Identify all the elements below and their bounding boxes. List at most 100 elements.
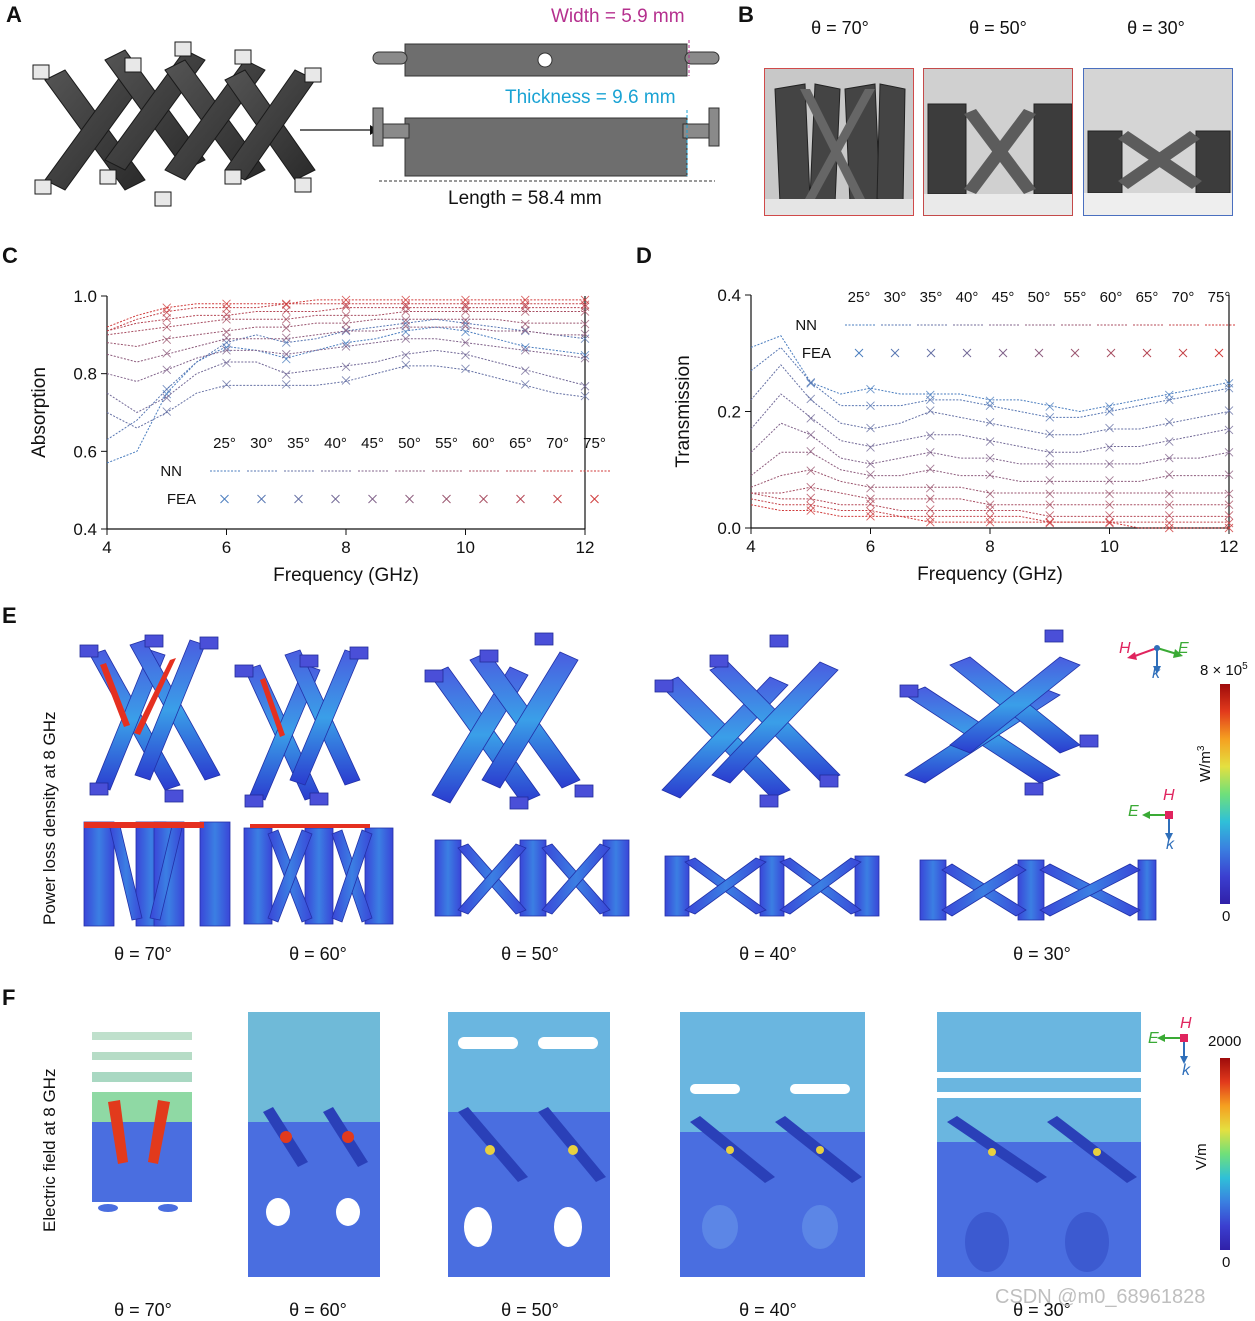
legend-angle-label: 55°	[1064, 289, 1087, 306]
fea-point	[1045, 489, 1055, 499]
nn-series-line	[106, 326, 586, 464]
fea-point-stroke	[806, 378, 816, 388]
fea-point	[985, 396, 995, 406]
fea-point-stroke	[580, 391, 590, 401]
fea-point-stroke	[401, 315, 411, 325]
fea-point-stroke	[925, 431, 935, 441]
legend-fea-swatch	[331, 494, 340, 504]
legend-angle-label: 25°	[848, 289, 871, 306]
x-tick-label: 10	[456, 538, 475, 557]
axis-k-label: k	[1182, 1062, 1190, 1079]
fea-point-stroke	[925, 494, 935, 504]
fea-point-stroke	[1224, 500, 1234, 510]
fea-point	[281, 380, 291, 389]
fea-point-stroke	[925, 517, 935, 527]
legend-angle-label: 55°	[435, 435, 458, 452]
legend-fea-swatch	[1106, 348, 1116, 358]
legend-fea-swatch	[220, 494, 229, 504]
fea-point	[1045, 517, 1055, 527]
legend-angle-label: 70°	[546, 435, 569, 452]
field-axes-icon	[1127, 645, 1183, 674]
panel-label-c: C	[2, 243, 18, 268]
fea-point	[1105, 407, 1114, 416]
efield-map-40	[680, 1012, 865, 1277]
legend-fea-label: FEA	[802, 345, 831, 362]
legend-fea-swatch	[1142, 348, 1152, 358]
fea-point-stroke	[925, 395, 935, 405]
sample-photo-70	[764, 68, 914, 216]
nn-series-line	[750, 504, 1229, 529]
fea-point	[520, 346, 530, 355]
fea-point	[222, 304, 231, 313]
fea-point	[222, 346, 231, 355]
fea-point-stroke	[1045, 429, 1055, 439]
fea-point	[806, 466, 816, 476]
fea-point	[1164, 500, 1174, 510]
fea-point-stroke	[1224, 523, 1234, 533]
x-axis-title: Frequency (GHz)	[273, 565, 419, 586]
fea-point-stroke	[925, 447, 935, 457]
fea-point	[985, 437, 995, 446]
fea-point-stroke	[866, 499, 875, 509]
colorbar-max-label: 8 × 105	[1200, 661, 1248, 679]
fea-point-stroke	[520, 380, 530, 389]
fea-point	[1164, 470, 1174, 479]
fea-point	[1164, 417, 1174, 427]
fea-point	[461, 295, 470, 305]
fea-point-stroke	[580, 329, 590, 339]
nn-series-line	[751, 486, 1229, 506]
fea-point-stroke	[162, 335, 172, 344]
legend-fea-stroke	[516, 494, 525, 504]
fea-point-stroke	[1224, 447, 1234, 457]
fea-point	[866, 401, 875, 410]
fea-point	[1045, 448, 1055, 458]
fea-point-stroke	[1045, 517, 1055, 527]
fea-point	[1105, 518, 1114, 528]
fea-point	[866, 423, 875, 433]
fea-point-stroke	[1164, 500, 1174, 510]
fea-point-stroke	[1105, 489, 1114, 499]
fea-point	[162, 348, 172, 358]
fea-point-stroke	[222, 346, 231, 355]
fea-point-stroke	[401, 295, 411, 305]
fea-point	[461, 364, 470, 374]
lattice-3d-render	[32, 41, 322, 207]
legend-angle-label: 30°	[250, 435, 273, 452]
fea-point	[1224, 383, 1234, 393]
nn-series-line	[750, 492, 1229, 517]
fea-point-stroke	[1164, 395, 1174, 405]
fea-point	[985, 401, 995, 410]
fea-point	[281, 354, 291, 364]
fea-point	[520, 326, 530, 336]
fea-point-stroke	[866, 512, 875, 521]
nn-series-line	[106, 326, 585, 363]
panel-label-e: E	[2, 603, 17, 628]
fea-point-stroke	[222, 380, 231, 389]
fea-point	[866, 384, 875, 394]
fea-point	[1164, 489, 1174, 499]
panel-label-d: D	[636, 243, 652, 268]
beam-dimension-drawing	[372, 40, 720, 182]
fea-point	[1045, 500, 1055, 510]
fea-point	[341, 311, 351, 320]
fea-point	[1045, 459, 1055, 469]
fea-point-stroke	[866, 384, 875, 394]
efield-angle-label: θ = 50°	[501, 1300, 559, 1320]
fea-point-stroke	[866, 443, 875, 452]
legend-angle-label: 45°	[992, 289, 1015, 306]
efield-map-60	[248, 1012, 380, 1277]
fea-point	[580, 391, 590, 401]
nn-series-line	[106, 303, 585, 332]
length-label: Length = 58.4 mm	[448, 188, 602, 209]
fea-point	[162, 335, 172, 344]
fea-point-stroke	[1224, 425, 1234, 435]
y-tick-label: 0.6	[73, 442, 97, 461]
fea-point-stroke	[806, 482, 816, 492]
fea-point	[341, 319, 351, 329]
legend-fea-stroke	[220, 494, 229, 504]
fea-point-stroke	[985, 417, 995, 427]
fea-point	[1045, 518, 1055, 528]
fea-point-stroke	[1224, 489, 1234, 499]
legend-angle-label: 25°	[213, 435, 236, 452]
fea-point	[866, 459, 875, 469]
